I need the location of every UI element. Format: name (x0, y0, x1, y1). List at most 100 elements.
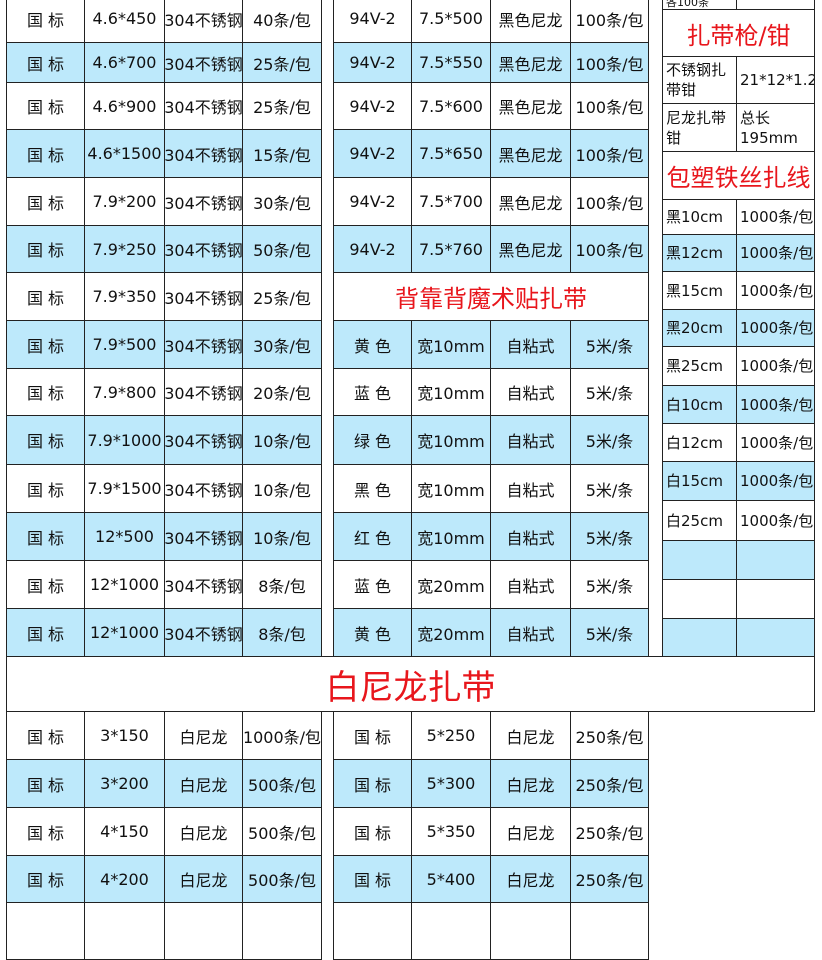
table-cell: 7.9*1500 (84, 464, 165, 513)
table-cell: 5米/条 (570, 464, 649, 513)
table-cell: 94V-2 (333, 129, 412, 178)
table-cell: 宽10mm (411, 368, 491, 416)
table-cell: 国 标 (6, 759, 85, 808)
table-cell: 黑 色 (333, 464, 412, 513)
table-cell: 国 标 (6, 855, 85, 903)
table-cell: 宽10mm (411, 464, 491, 513)
table-cell: 5米/条 (570, 512, 649, 561)
table-cell: 国 标 (6, 807, 85, 856)
table-cell (736, 579, 815, 619)
table-cell: 94V-2 (333, 42, 412, 83)
table-cell: 黑色尼龙 (490, 82, 571, 130)
table-cell: 黑色尼龙 (490, 0, 571, 43)
table-cell: 304不锈钢 (164, 0, 243, 43)
table-cell: 国 标 (6, 512, 85, 561)
table-cell: 国 标 (6, 272, 85, 321)
table-cell: 10条/包 (242, 464, 322, 513)
table-cell (736, 618, 815, 657)
table-cell: 304不锈钢 (164, 177, 243, 226)
table-cell: 100条/包 (570, 0, 649, 43)
table-cell: 自粘式 (490, 415, 571, 465)
table-cell: 304不锈钢 (164, 560, 243, 609)
table-cell (490, 902, 571, 960)
table-cell: 500条/包 (242, 759, 322, 808)
table-cell: 宽10mm (411, 415, 491, 465)
table-cell: 自粘式 (490, 560, 571, 609)
table-cell: 500条/包 (242, 807, 322, 856)
table-cell: 304不锈钢 (164, 320, 243, 369)
table-cell: 1000条/包 (736, 500, 815, 541)
table-cell: 黑色尼龙 (490, 177, 571, 226)
table-cell: 304不锈钢 (164, 368, 243, 416)
table-cell: 4.6*1500 (84, 129, 165, 178)
table-cell: 5*300 (411, 759, 491, 808)
table-cell: 国 标 (333, 711, 412, 760)
table-cell: 白尼龙 (164, 855, 243, 903)
table-cell: 5米/条 (570, 415, 649, 465)
table-cell: 4.6*900 (84, 82, 165, 130)
table-cell: 国 标 (333, 807, 412, 856)
table-cell: 1000条/包 (736, 199, 815, 235)
table-cell: 国 标 (6, 560, 85, 609)
table-cell: 250条/包 (570, 759, 649, 808)
table-cell: 4.6*450 (84, 0, 165, 43)
section-title-white-nylon: 白尼龙扎带 (6, 656, 815, 712)
table-cell: 国 标 (6, 464, 85, 513)
table-cell: 7.5*700 (411, 177, 491, 226)
table-cell: 304不锈钢 (164, 415, 243, 465)
table-cell: 国 标 (6, 0, 85, 43)
table-cell: 白尼龙 (164, 711, 243, 760)
table-cell: 宽10mm (411, 320, 491, 369)
table-cell: 7.5*600 (411, 82, 491, 130)
table-cell: 白尼龙 (490, 711, 571, 760)
table-cell (736, 540, 815, 580)
table-cell: 250条/包 (570, 711, 649, 760)
table-cell: 黑20cm (662, 309, 737, 347)
table-cell: 黄 色 (333, 608, 412, 657)
table-cell: 1000条/包 (736, 309, 815, 347)
table-cell: 100条/包 (570, 42, 649, 83)
table-cell (6, 902, 85, 960)
table-cell: 7.5*650 (411, 129, 491, 178)
table-cell (411, 902, 491, 960)
table-cell: 国 标 (6, 320, 85, 369)
table-cell: 250条/包 (570, 807, 649, 856)
table-cell: 国 标 (6, 225, 85, 273)
table-cell: 100条/包 (570, 82, 649, 130)
table-cell (333, 902, 412, 960)
table-cell: 国 标 (333, 759, 412, 808)
table-cell: 3*150 (84, 711, 165, 760)
table-cell: 7.9*350 (84, 272, 165, 321)
table-cell: 白尼龙 (490, 807, 571, 856)
table-cell: 12*500 (84, 512, 165, 561)
table-cell: 304不锈钢 (164, 42, 243, 83)
table-cell: 3*200 (84, 759, 165, 808)
table-cell (242, 902, 322, 960)
table-cell: 100条/包 (570, 225, 649, 273)
table-cell: 12*1000 (84, 608, 165, 657)
table-cell (662, 579, 737, 619)
table-cell (662, 618, 737, 657)
table-cell: 宽20mm (411, 608, 491, 657)
table-cell: 500条/包 (242, 855, 322, 903)
table-cell: 国 标 (6, 129, 85, 178)
table-cell: 白12cm (662, 423, 737, 462)
table-cell: 自粘式 (490, 464, 571, 513)
table-cell: 国 标 (6, 82, 85, 130)
table-cell: 黑10cm (662, 199, 737, 235)
table-cell: 1000条/包 (736, 234, 815, 272)
table-cell: 国 标 (6, 608, 85, 657)
table-cell: 5米/条 (570, 368, 649, 416)
table-cell: 25条/包 (242, 82, 322, 130)
table-cell: 绿 色 (333, 415, 412, 465)
table-cell (570, 902, 649, 960)
table-cell: 国 标 (333, 855, 412, 903)
table-cell: 蓝 色 (333, 368, 412, 416)
table-cell: 白尼龙 (490, 855, 571, 903)
table-cell: 304不锈钢 (164, 82, 243, 130)
table-cell: 30条/包 (242, 177, 322, 226)
table-cell: 7.9*500 (84, 320, 165, 369)
table-cell: 5米/条 (570, 560, 649, 609)
table-cell: 白25cm (662, 500, 737, 541)
table-cell: 5*250 (411, 711, 491, 760)
